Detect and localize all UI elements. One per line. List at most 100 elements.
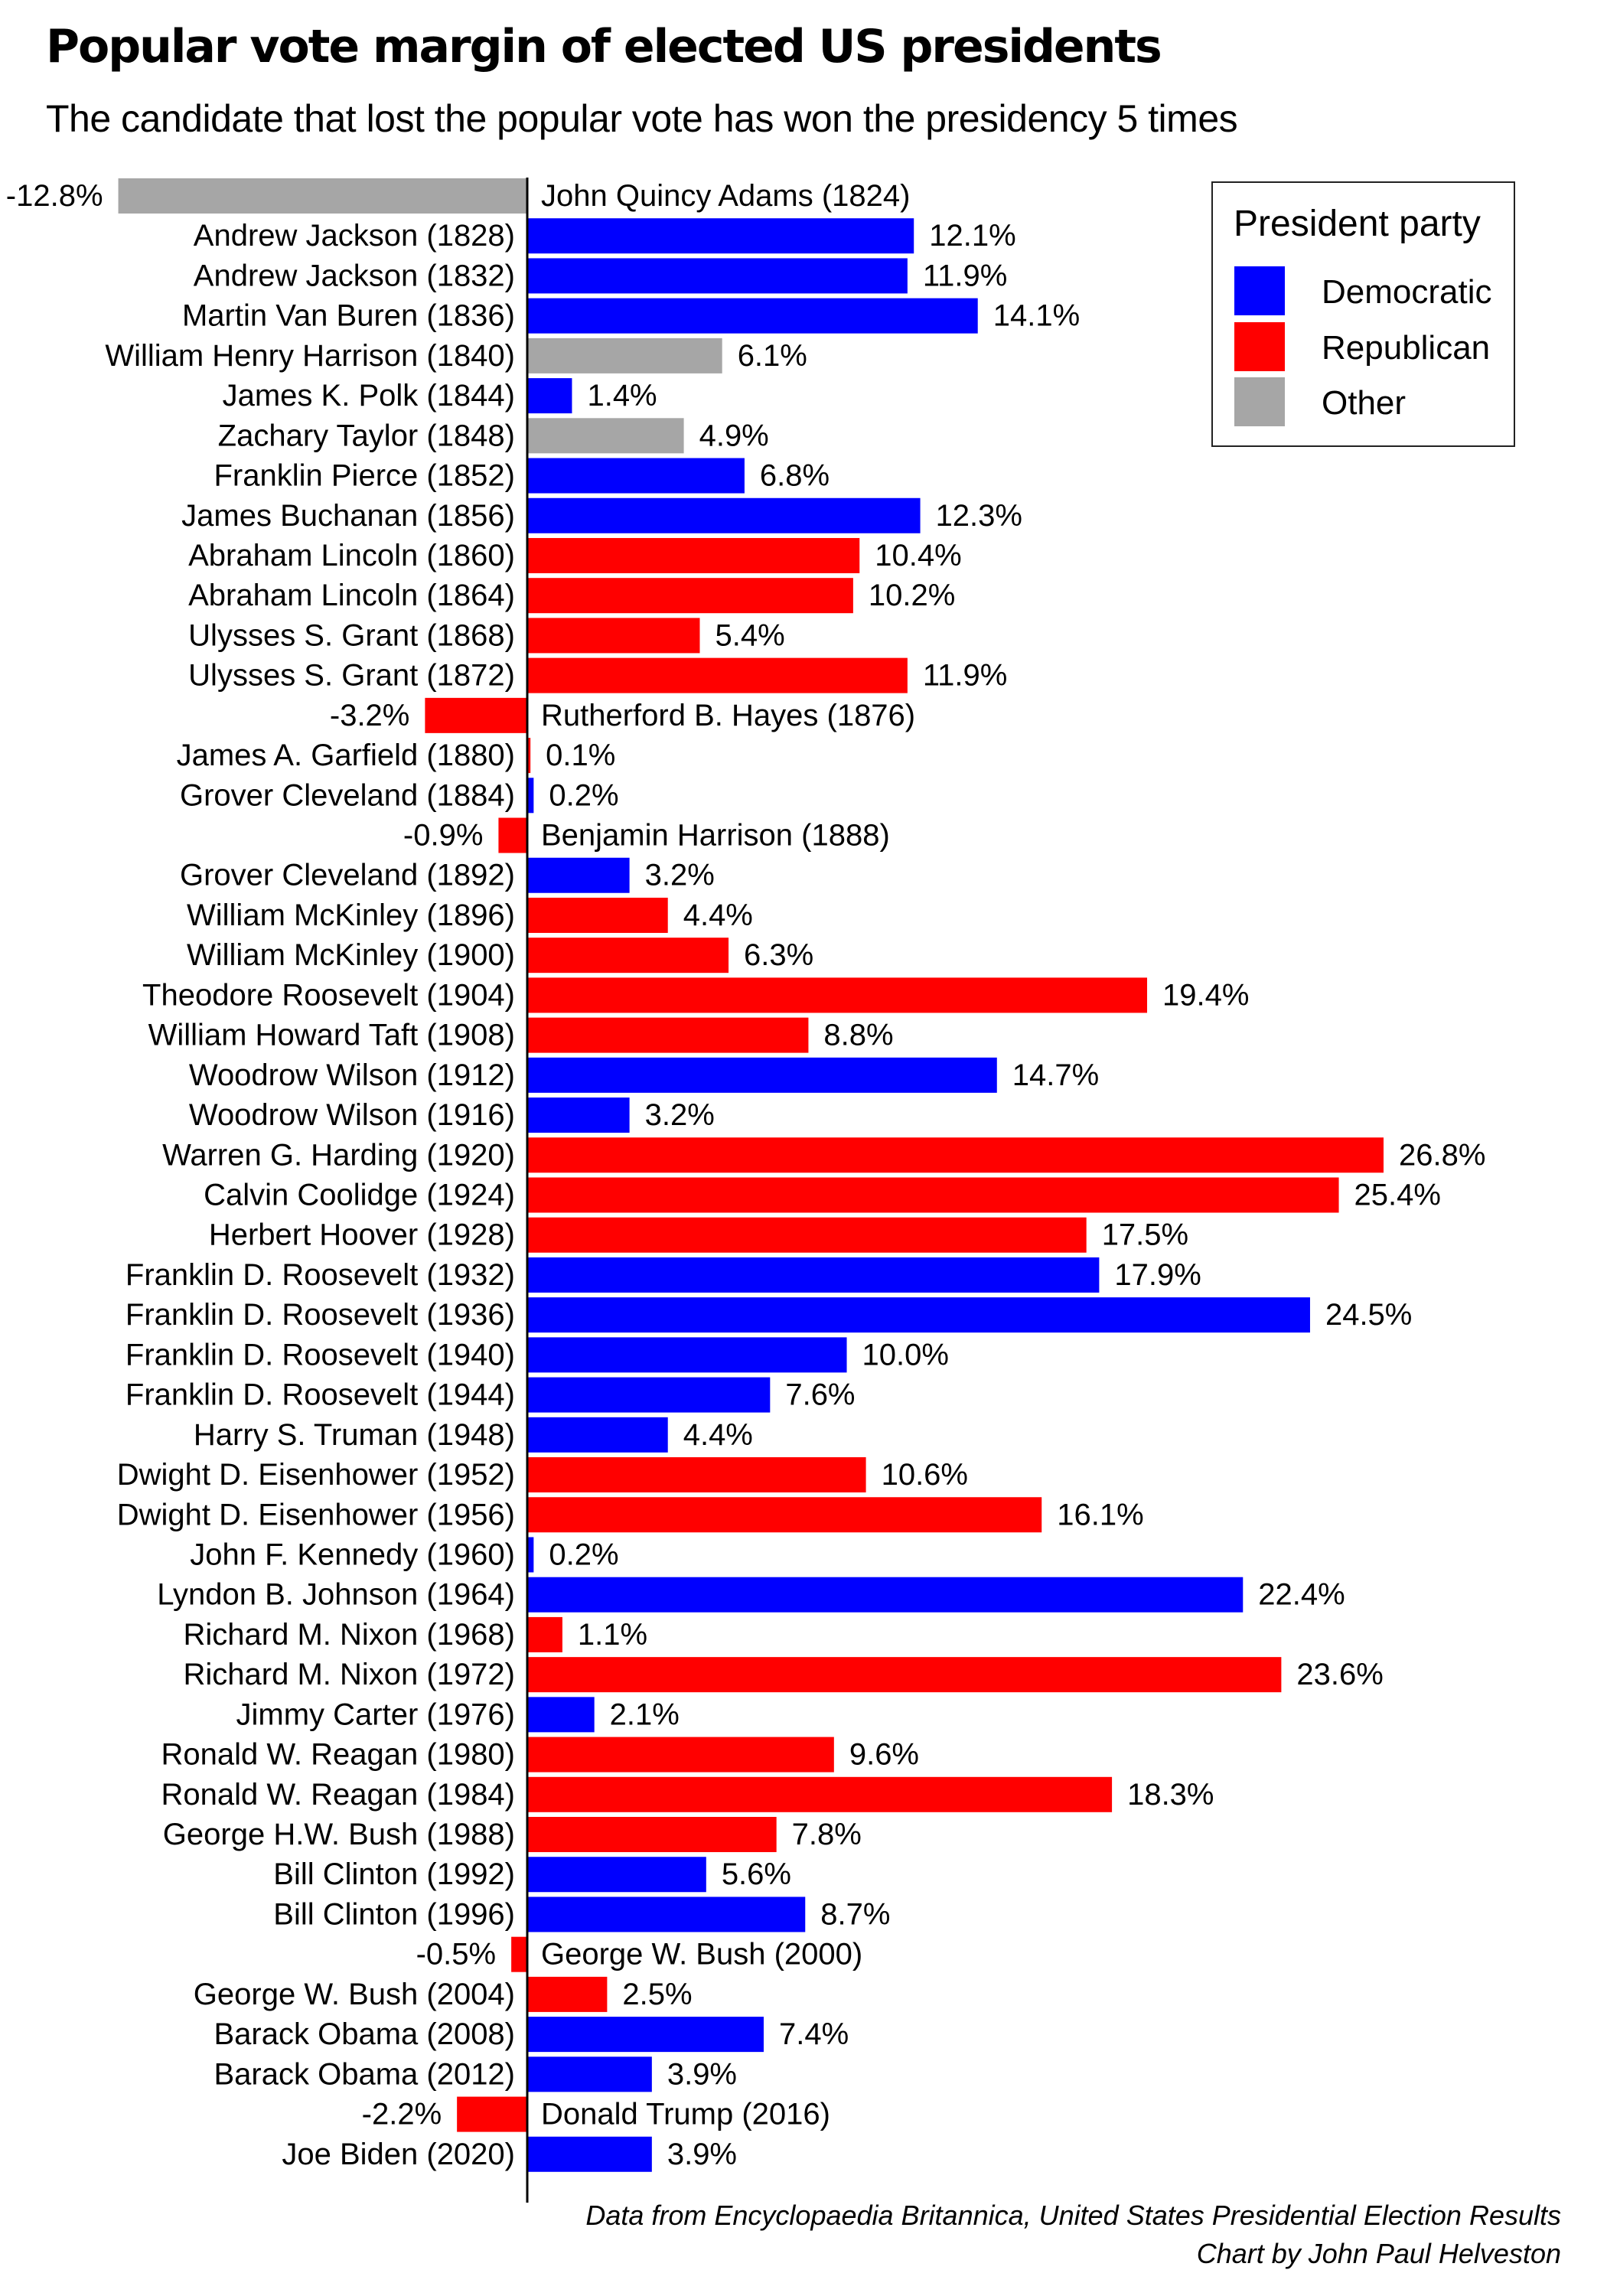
value-label: 6.8% <box>760 459 830 493</box>
bar-label: Barack Obama (2012) <box>214 2057 515 2091</box>
bar-label: Woodrow Wilson (1916) <box>189 1098 515 1132</box>
value-label: 10.6% <box>882 1458 968 1492</box>
bar-label: Andrew Jackson (1832) <box>194 259 515 292</box>
bar-richard-m-nixon-1972 <box>527 1657 1282 1693</box>
bar-label: Ulysses S. Grant (1872) <box>188 659 515 693</box>
bar-label: Donald Trump (2016) <box>541 2098 830 2131</box>
bar-label: Franklin D. Roosevelt (1936) <box>125 1298 515 1332</box>
value-label: 3.9% <box>667 2138 737 2171</box>
bars-layer: John Quincy Adams (1824) -12.8% Andrew Jac… <box>6 178 1485 2172</box>
value-label: 1.4% <box>587 379 657 413</box>
legend-label-democratic: Democratic <box>1322 273 1492 311</box>
bar-barack-obama-2008 <box>527 2017 764 2053</box>
bar-barack-obama-2012 <box>527 2056 652 2092</box>
bar-benjamin-harrison-1888 <box>498 817 527 853</box>
bar-bill-clinton-1996 <box>527 1896 806 1932</box>
bar-label: Franklin D. Roosevelt (1932) <box>125 1258 515 1292</box>
bar-william-mckinley-1896 <box>527 897 668 933</box>
value-label: 3.2% <box>645 1098 715 1132</box>
bar-grover-cleveland-1884 <box>527 778 534 814</box>
value-label: 14.1% <box>993 299 1080 333</box>
bar-label: John Quincy Adams (1824) <box>541 179 910 213</box>
value-label: 0.2% <box>549 778 618 812</box>
bar-ulysses-s-grant-1868 <box>527 618 700 654</box>
bar-joe-biden-2020 <box>527 2136 652 2172</box>
value-label: 4.4% <box>683 899 753 932</box>
chart-subtitle: The candidate that lost the popular vote… <box>46 97 1238 140</box>
bar-label: Richard M. Nixon (1972) <box>184 1658 516 1691</box>
bar-franklin-pierce-1852 <box>527 458 745 494</box>
legend: President party Democratic Republican Ot… <box>1211 181 1515 447</box>
bar-franklin-d-roosevelt-1932 <box>527 1257 1100 1293</box>
bar-label: James A. Garfield (1880) <box>177 739 515 772</box>
bar-calvin-coolidge-1924 <box>527 1177 1339 1213</box>
value-label: 5.6% <box>722 1857 791 1891</box>
bar-john-f-kennedy-1960 <box>527 1537 534 1573</box>
bar-franklin-d-roosevelt-1944 <box>527 1377 771 1413</box>
value-label: 3.2% <box>645 859 715 892</box>
bar-william-mckinley-1900 <box>527 938 729 974</box>
value-label: 8.7% <box>820 1897 890 1931</box>
bar-franklin-d-roosevelt-1936 <box>527 1297 1310 1333</box>
bar-abraham-lincoln-1864 <box>527 578 853 614</box>
value-label: 12.1% <box>929 219 1015 253</box>
bar-george-h-w-bush-1988 <box>527 1817 777 1853</box>
value-label: 25.4% <box>1354 1179 1441 1212</box>
bar-ulysses-s-grant-1872 <box>527 657 908 693</box>
bar-label: Bill Clinton (1996) <box>273 1897 515 1931</box>
bar-label: Theodore Roosevelt (1904) <box>142 978 515 1012</box>
legend-swatch-democratic <box>1234 266 1285 315</box>
bar-label: William Henry Harrison (1840) <box>105 339 515 373</box>
value-label: 14.7% <box>1012 1058 1099 1092</box>
legend-swatch-republican <box>1234 322 1285 371</box>
value-label: 10.2% <box>869 579 955 612</box>
bar-william-henry-harrison-1840 <box>527 338 722 373</box>
bar-label: Abraham Lincoln (1864) <box>188 579 515 612</box>
bar-label: William McKinley (1896) <box>187 899 515 932</box>
bar-label: Richard M. Nixon (1968) <box>184 1618 516 1652</box>
bar-william-howard-taft-1908 <box>527 1017 809 1053</box>
bar-george-w-bush-2000 <box>511 1936 527 1972</box>
bar-label: George W. Bush (2000) <box>541 1938 862 1971</box>
bar-label: Warren G. Harding (1920) <box>162 1138 515 1172</box>
bar-label: Franklin D. Roosevelt (1944) <box>125 1378 515 1412</box>
value-label: 5.4% <box>715 618 784 652</box>
legend-title: President party <box>1234 204 1481 244</box>
value-label: 7.8% <box>792 1818 862 1851</box>
value-label: -3.2% <box>330 699 410 732</box>
bar-label: Woodrow Wilson (1912) <box>189 1058 515 1092</box>
bar-label: Andrew Jackson (1828) <box>194 219 515 253</box>
bar-label: Grover Cleveland (1892) <box>180 859 515 892</box>
bar-george-w-bush-2004 <box>527 1976 608 2012</box>
bar-martin-van-buren-1836 <box>527 298 978 334</box>
bar-theodore-roosevelt-1904 <box>527 977 1148 1013</box>
value-label: 23.6% <box>1296 1658 1383 1691</box>
value-label: 26.8% <box>1399 1138 1485 1172</box>
value-label: 0.2% <box>549 1538 618 1571</box>
bar-label: Ronald W. Reagan (1984) <box>161 1778 516 1812</box>
bar-donald-trump-2016 <box>457 2096 527 2132</box>
value-label: 1.1% <box>578 1618 647 1652</box>
value-label: -0.5% <box>416 1938 497 1971</box>
bar-harry-s-truman-1948 <box>527 1417 668 1453</box>
value-label: 6.1% <box>738 339 807 373</box>
bar-label: Rutherford B. Hayes (1876) <box>541 699 915 732</box>
bar-woodrow-wilson-1916 <box>527 1097 630 1133</box>
bar-label: James K. Polk (1844) <box>223 379 515 413</box>
source-line: Data from Encyclopaedia Britannica, Unit… <box>585 2200 1561 2231</box>
bar-grover-cleveland-1892 <box>527 857 630 893</box>
bar-bill-clinton-1992 <box>527 1857 706 1893</box>
credit-line: Chart by John Paul Helveston <box>1196 2238 1561 2269</box>
bar-label: Franklin D. Roosevelt (1940) <box>125 1338 515 1371</box>
value-label: 4.4% <box>683 1418 753 1452</box>
value-label: 24.5% <box>1325 1298 1412 1332</box>
bar-label: Joe Biden (2020) <box>282 2138 515 2171</box>
bar-woodrow-wilson-1912 <box>527 1057 997 1093</box>
bar-label: Lyndon B. Johnson (1964) <box>157 1578 515 1612</box>
value-label: 3.9% <box>667 2057 737 2091</box>
legend-swatch-other <box>1234 377 1285 426</box>
bar-label: Zachary Taylor (1848) <box>218 419 515 452</box>
value-label: 10.4% <box>875 539 961 572</box>
bar-label: Abraham Lincoln (1860) <box>188 539 515 572</box>
